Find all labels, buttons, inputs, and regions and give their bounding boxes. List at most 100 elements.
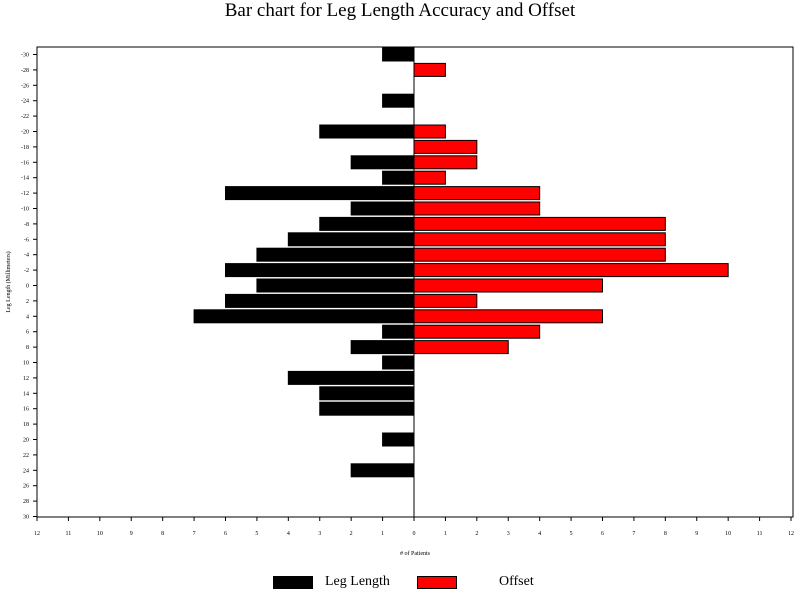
- y-tick-label: -28: [21, 68, 29, 74]
- bar-offset-10: [413, 201, 541, 216]
- x-tick-label: 1: [381, 531, 384, 537]
- bar-leg-length-13: [256, 247, 415, 262]
- bar-offset-15: [413, 278, 603, 293]
- y-tick-labels: -30-28-26-24-22-20-18-16-14-12-10-8-6-4-…: [21, 53, 37, 521]
- y-tick-label: -2: [24, 268, 29, 274]
- legend: Leg Length Offset: [0, 574, 800, 592]
- bar-offset-13: [413, 247, 666, 262]
- y-tick-label: 18: [23, 422, 29, 428]
- bars-group: [193, 47, 729, 478]
- y-tick-label: 22: [23, 453, 29, 459]
- y-tick-label: -22: [21, 114, 29, 120]
- x-tick-label: 11: [66, 531, 72, 537]
- x-tick-label: 6: [601, 531, 604, 537]
- bar-offset-19: [413, 340, 509, 355]
- x-tick-label: 10: [97, 531, 103, 537]
- y-tick-label: -24: [21, 99, 29, 105]
- bar-leg-length-17: [193, 309, 415, 324]
- y-tick-label: 2: [26, 299, 29, 305]
- y-tick-label: -14: [21, 176, 29, 182]
- chart-title: Bar chart for Leg Length Accuracy and Of…: [224, 0, 576, 21]
- y-tick-label: 10: [23, 361, 29, 367]
- y-tick-label: 30: [23, 515, 29, 521]
- bar-leg-length-14: [225, 263, 415, 278]
- x-tick-label: 10: [725, 531, 731, 537]
- bar-leg-length-7: [350, 155, 415, 170]
- x-tick-label: 5: [255, 531, 258, 537]
- bar-leg-length-3: [382, 93, 415, 108]
- bar-leg-length-15: [256, 278, 415, 293]
- y-tick-label: -4: [24, 253, 29, 259]
- y-axis-label: Leg Length (Millimeters): [5, 251, 12, 312]
- legend-label-offset: Offset: [499, 574, 534, 589]
- bar-offset-1: [413, 62, 446, 77]
- y-tick-label: -12: [21, 191, 29, 197]
- bar-leg-length-27: [350, 463, 415, 478]
- y-tick-label: 4: [26, 314, 29, 320]
- legend-label-leg-length: Leg Length: [325, 574, 390, 589]
- x-tick-label: 7: [632, 531, 635, 537]
- x-tick-label: 7: [193, 531, 196, 537]
- bar-leg-length-5: [319, 124, 415, 139]
- x-tick-label: 12: [34, 531, 40, 537]
- x-tick-label: 1: [444, 531, 447, 537]
- bar-offset-8: [413, 170, 446, 185]
- y-tick-label: 20: [23, 438, 29, 444]
- x-tick-label: 3: [318, 531, 321, 537]
- bar-offset-5: [413, 124, 446, 139]
- y-tick-label: 0: [26, 284, 29, 290]
- bar-leg-length-9: [225, 186, 415, 201]
- y-tick-label: -8: [24, 222, 29, 228]
- bar-leg-length-8: [382, 170, 415, 185]
- y-tick-label: 12: [23, 376, 29, 382]
- x-tick-label: 6: [224, 531, 227, 537]
- x-tick-label: 9: [130, 531, 133, 537]
- x-tick-label: 2: [350, 531, 353, 537]
- bar-leg-length-25: [382, 432, 415, 447]
- x-tick-label: 2: [475, 531, 478, 537]
- y-tick-label: -6: [24, 237, 29, 243]
- x-tick-label: 11: [757, 531, 763, 537]
- bar-leg-length-10: [350, 201, 415, 216]
- y-tick-label: 6: [26, 330, 29, 336]
- bar-offset-9: [413, 186, 541, 201]
- y-tick-label: 24: [23, 468, 29, 474]
- y-tick-label: 8: [26, 345, 29, 351]
- bar-leg-length-20: [382, 355, 415, 370]
- bar-offset-11: [413, 216, 666, 231]
- bar-leg-length-0: [382, 47, 415, 62]
- legend-swatch-leg-length: [273, 576, 313, 589]
- bar-offset-18: [413, 324, 541, 339]
- bar-leg-length-23: [319, 401, 415, 416]
- x-tick-label: 4: [538, 531, 541, 537]
- y-tick-label: 26: [23, 484, 29, 490]
- bar-leg-length-21: [287, 370, 415, 385]
- y-tick-label: -10: [21, 207, 29, 213]
- y-tick-label: -26: [21, 83, 29, 89]
- x-axis-label: # of Patients: [400, 550, 431, 557]
- bar-offset-16: [413, 293, 478, 308]
- x-tick-label: 8: [161, 531, 164, 537]
- x-tick-label: 3: [507, 531, 510, 537]
- bar-offset-17: [413, 309, 603, 324]
- x-tick-label: 12: [788, 531, 794, 537]
- y-tick-label: -16: [21, 160, 29, 166]
- x-tick-label: 9: [695, 531, 698, 537]
- bar-offset-12: [413, 232, 666, 247]
- y-tick-label: 16: [23, 407, 29, 413]
- bar-offset-6: [413, 139, 478, 154]
- bar-leg-length-16: [225, 293, 415, 308]
- bar-offset-14: [413, 263, 729, 278]
- x-tick-label: 8: [664, 531, 667, 537]
- x-tick-labels: 12 11 10 9 8 7 6 5 4 3 2 1 0 1 2 3 4 5 6 7 8 9 10 11 12: [34, 517, 794, 537]
- bar-leg-length-19: [350, 340, 415, 355]
- y-tick-label: 28: [23, 499, 29, 505]
- plot-frame: [36, 46, 794, 518]
- legend-swatch-offset: [417, 576, 457, 589]
- bar-offset-7: [413, 155, 478, 170]
- y-tick-label: 14: [23, 391, 29, 397]
- bar-leg-length-12: [287, 232, 415, 247]
- x-tick-label: 0: [413, 531, 416, 537]
- bar-leg-length-18: [382, 324, 415, 339]
